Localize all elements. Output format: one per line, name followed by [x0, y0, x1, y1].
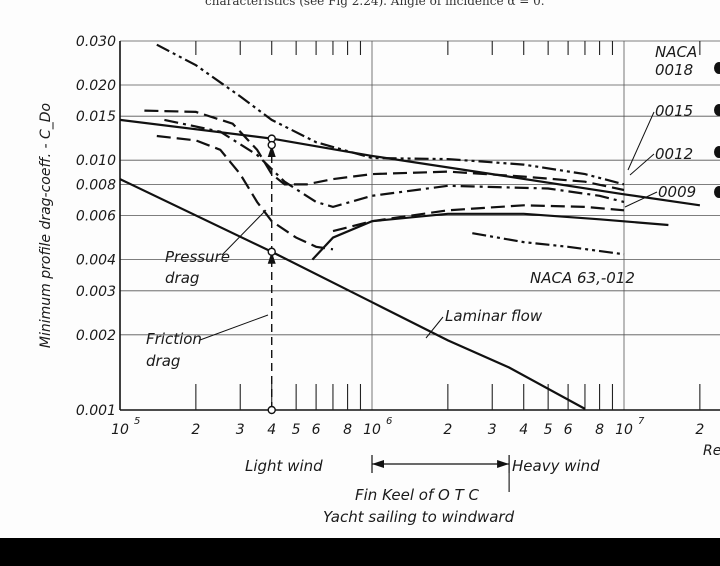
y-tick-label: 0.004	[76, 253, 116, 269]
label-laminar-flow: Laminar flow	[445, 307, 543, 325]
light-wind-label: Light wind	[245, 457, 323, 475]
series-0012	[164, 118, 625, 209]
label-0015: 0015	[655, 102, 693, 120]
fin-keel-label: Fin Keel of O T C	[355, 486, 479, 504]
y-tick-label: 0.006	[76, 209, 116, 225]
legend-bullet	[714, 104, 720, 116]
yacht-label: Yacht sailing to windward	[323, 508, 515, 526]
x-tick-exponent: 5	[134, 416, 140, 427]
series-0009-continued	[311, 212, 669, 261]
x-tick-label: 3	[488, 422, 497, 438]
x-tick-label: 2	[443, 422, 452, 438]
x-tick-label: 5	[544, 422, 553, 438]
label-0012: 0012	[655, 145, 693, 163]
x-tick-label: 6	[564, 422, 573, 438]
y-axis-label: Minimum profile drag-coeff. - C_Do	[38, 103, 54, 348]
legend-bullet	[714, 62, 720, 74]
guide-arrow-turbulent	[267, 145, 276, 158]
series-0012-lower	[332, 204, 625, 233]
friction-drag-label-2: drag	[146, 352, 180, 370]
x-tick-label: 4	[519, 422, 528, 438]
x-tick-exponent: 6	[386, 416, 392, 427]
leader-laminar-flow	[425, 316, 444, 339]
y-tick-label: 0.030	[76, 34, 116, 50]
legend-0018-label: 0018	[655, 61, 693, 79]
x-tick-label: 10	[111, 422, 129, 438]
label-naca63-012: NACA 63,-012	[530, 269, 635, 287]
x-tick-label: 5	[292, 422, 301, 438]
point-marker	[267, 247, 276, 256]
y-tick-label: 0.008	[76, 177, 116, 193]
figure-caption: characteristics (see Fig 2.24). Angle of…	[205, 0, 545, 8]
leader-friction-drag	[199, 314, 269, 341]
y-tick-label: 0.003	[76, 284, 116, 300]
x-axis-label: Re	[703, 443, 720, 459]
y-tick-label: 0.015	[76, 109, 116, 125]
y-tick-label: 0.010	[76, 153, 116, 169]
wind-arrow-right	[497, 460, 510, 468]
x-tick-label: 6	[312, 422, 321, 438]
x-tick-exponent: 7	[638, 416, 645, 427]
y-tick-label: 0.002	[76, 328, 116, 344]
y-tick-label: 0.020	[76, 78, 116, 94]
leader-0012	[629, 153, 655, 176]
leader-0015	[627, 111, 655, 171]
label-0009: 0009	[658, 183, 696, 201]
series-0018	[156, 43, 625, 186]
pressure-drag-label-2: drag	[165, 269, 199, 287]
x-tick-label: 4	[267, 422, 276, 438]
heavy-wind-label: Heavy wind	[512, 457, 600, 475]
friction-drag-label: Friction	[146, 330, 202, 348]
series-turbulent	[119, 118, 701, 207]
point-marker	[267, 140, 276, 150]
x-tick-label: 10	[615, 422, 633, 438]
guide-arrow-laminar	[267, 251, 276, 264]
bottom-bar	[0, 538, 720, 566]
y-tick-label: 0.001	[76, 403, 116, 419]
x-tick-label: 8	[343, 422, 352, 438]
series-laminar-flow	[119, 178, 586, 410]
leader-pressure-drag	[221, 209, 267, 256]
pressure-drag-label: Pressure	[165, 248, 230, 266]
series-0009	[156, 134, 334, 251]
legend-title: NACA	[655, 43, 697, 61]
x-tick-label: 2	[191, 422, 200, 438]
series-naca-63-012	[472, 232, 625, 256]
x-tick-label: 10	[363, 422, 381, 438]
x-tick-label: 2	[695, 422, 704, 438]
point-marker	[267, 405, 276, 415]
legend-bullet	[714, 186, 720, 198]
leader-0009	[624, 191, 658, 208]
wind-arrow-left	[372, 460, 384, 468]
x-tick-label: 3	[236, 422, 245, 438]
legend-bullet	[714, 146, 720, 158]
x-tick-label: 8	[595, 422, 604, 438]
series-0015	[144, 109, 625, 192]
